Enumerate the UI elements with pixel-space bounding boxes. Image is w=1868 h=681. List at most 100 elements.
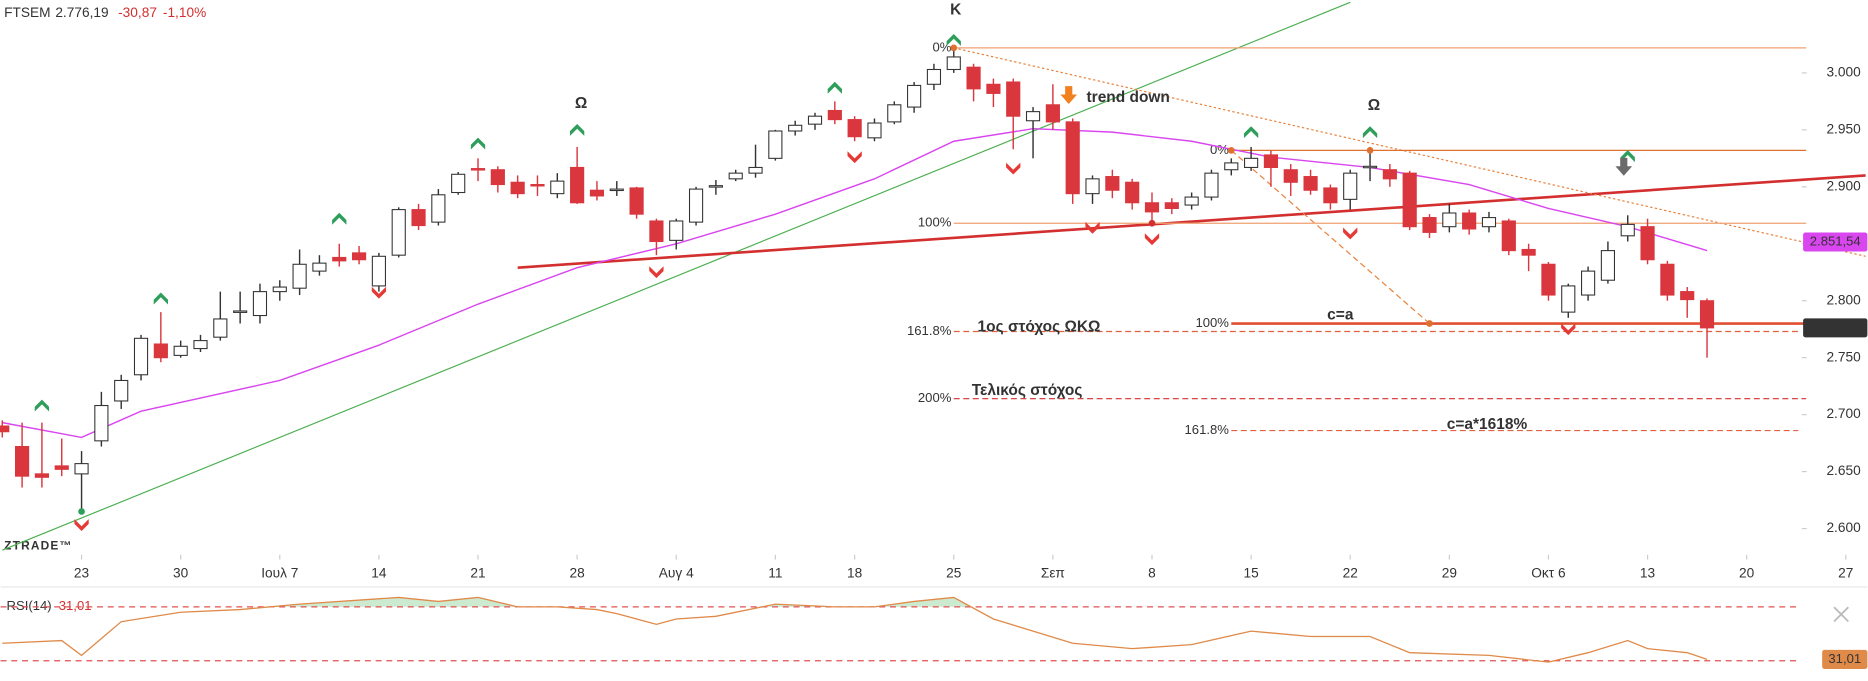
candle-body bbox=[490, 169, 505, 186]
candle-body bbox=[1521, 248, 1536, 256]
x-tick-label: 28 bbox=[570, 565, 586, 580]
candle-body bbox=[649, 220, 664, 243]
candle-body bbox=[15, 445, 30, 477]
candle-body bbox=[589, 189, 605, 197]
candle-body bbox=[1164, 202, 1179, 209]
candle-body bbox=[1303, 176, 1318, 191]
candle-body bbox=[451, 173, 466, 194]
candle-body bbox=[1561, 285, 1576, 313]
x-tick-label: Οκτ 6 bbox=[1531, 565, 1566, 580]
rsi-value: 31,01 bbox=[59, 599, 92, 614]
x-tick-label: 25 bbox=[946, 565, 962, 580]
trendline bbox=[1230, 149, 1430, 324]
y-tick-label: 2.650 bbox=[1826, 463, 1861, 478]
change-pct: -1,10% bbox=[163, 5, 206, 20]
pivot-point bbox=[950, 44, 958, 52]
signal-chevron-up bbox=[470, 137, 486, 150]
fib-label: 100% bbox=[1195, 315, 1229, 330]
trendline bbox=[517, 174, 1866, 269]
x-tick-label: 15 bbox=[1243, 565, 1259, 580]
candle-body bbox=[272, 286, 287, 293]
signal-chevron-down bbox=[1561, 323, 1576, 336]
candle-body bbox=[54, 465, 69, 470]
candle-body bbox=[1283, 169, 1298, 183]
candle-body bbox=[1640, 226, 1655, 261]
candle-body bbox=[252, 291, 268, 317]
signal-chevron-up bbox=[1243, 126, 1259, 139]
candle-body bbox=[371, 255, 386, 287]
moving-average bbox=[2, 128, 1708, 439]
candle-body bbox=[688, 188, 704, 223]
signal-chevron-down bbox=[847, 151, 862, 164]
y-tick-label: 2.700 bbox=[1826, 406, 1861, 421]
candle-body bbox=[807, 115, 823, 125]
candle-body bbox=[1065, 121, 1080, 195]
signal-arrow-down bbox=[1615, 157, 1633, 176]
candle-body bbox=[1462, 212, 1477, 230]
trendline bbox=[953, 47, 1866, 257]
x-tick-label: Σεπ bbox=[1041, 565, 1065, 580]
candle-body bbox=[292, 263, 307, 289]
candle-body bbox=[887, 104, 902, 123]
candle-body bbox=[1442, 212, 1457, 228]
fib-label: 0% bbox=[1210, 142, 1229, 157]
candle-body bbox=[907, 84, 922, 108]
candle-body bbox=[530, 184, 545, 187]
x-tick-label: Αυγ 4 bbox=[659, 565, 694, 580]
x-tick-label: 8 bbox=[1148, 565, 1156, 580]
last-price: 2.776,19 bbox=[55, 5, 108, 20]
price-tag bbox=[1803, 318, 1868, 338]
y-tick-label: 3.000 bbox=[1826, 65, 1861, 80]
candle-body bbox=[609, 188, 624, 192]
y-tick-label: 2.950 bbox=[1826, 121, 1861, 136]
candle-body bbox=[669, 220, 684, 241]
y-tick-label: 2.600 bbox=[1826, 520, 1861, 535]
overlays: 0%100%161.8%200%0%100%161.8% bbox=[2, 1, 1866, 551]
rsi-line bbox=[2, 596, 1708, 663]
x-tick-label: 14 bbox=[371, 565, 387, 580]
candle-body bbox=[1600, 250, 1616, 281]
y-tick-label: 2.750 bbox=[1826, 349, 1861, 364]
candle-body bbox=[1244, 157, 1259, 168]
annotation: 1ος στόχος ΩΚΩ bbox=[978, 319, 1101, 336]
candle-body bbox=[1085, 178, 1100, 195]
x-tick-label: Ιουλ 7 bbox=[261, 565, 298, 580]
signal-chevron-down bbox=[1085, 221, 1100, 234]
y-tick-label: 2.800 bbox=[1826, 292, 1861, 307]
candles bbox=[0, 47, 1715, 512]
candle-body bbox=[788, 124, 803, 132]
signal-chevron-up bbox=[1362, 126, 1378, 139]
candle-body bbox=[1184, 196, 1199, 206]
x-tick-label: 23 bbox=[74, 565, 90, 580]
x-tick-label: 29 bbox=[1442, 565, 1457, 580]
candle-body bbox=[1204, 172, 1219, 198]
annotation: c=a bbox=[1327, 307, 1354, 324]
rsi-tag bbox=[1822, 649, 1868, 669]
signal-chevron-down bbox=[1144, 233, 1160, 246]
candle-body bbox=[233, 310, 248, 313]
candle-body bbox=[570, 166, 585, 204]
signal-chevron-up bbox=[569, 123, 585, 136]
pivot-point bbox=[78, 508, 85, 515]
annotation: c=a*1618% bbox=[1447, 416, 1528, 433]
signal-chevron-up bbox=[153, 292, 168, 305]
candle-body bbox=[1680, 291, 1695, 301]
trendline bbox=[2, 1, 1351, 551]
signal-chevron-up bbox=[1620, 150, 1635, 163]
candle-body bbox=[1660, 263, 1675, 296]
symbol: FTSEM bbox=[4, 5, 50, 20]
candle-body bbox=[94, 404, 109, 442]
signal-chevron-up bbox=[34, 399, 50, 412]
candle-body bbox=[1125, 181, 1140, 204]
rsi-title: RSI(14) 31,01 bbox=[7, 599, 92, 614]
candle-body bbox=[926, 68, 942, 85]
candle-body bbox=[708, 185, 723, 188]
x-tick-label: 22 bbox=[1343, 565, 1358, 580]
close-button[interactable] bbox=[1833, 606, 1849, 623]
candle-body bbox=[1620, 223, 1635, 237]
candle-body bbox=[332, 256, 347, 262]
signal-chevron-down bbox=[371, 286, 387, 299]
